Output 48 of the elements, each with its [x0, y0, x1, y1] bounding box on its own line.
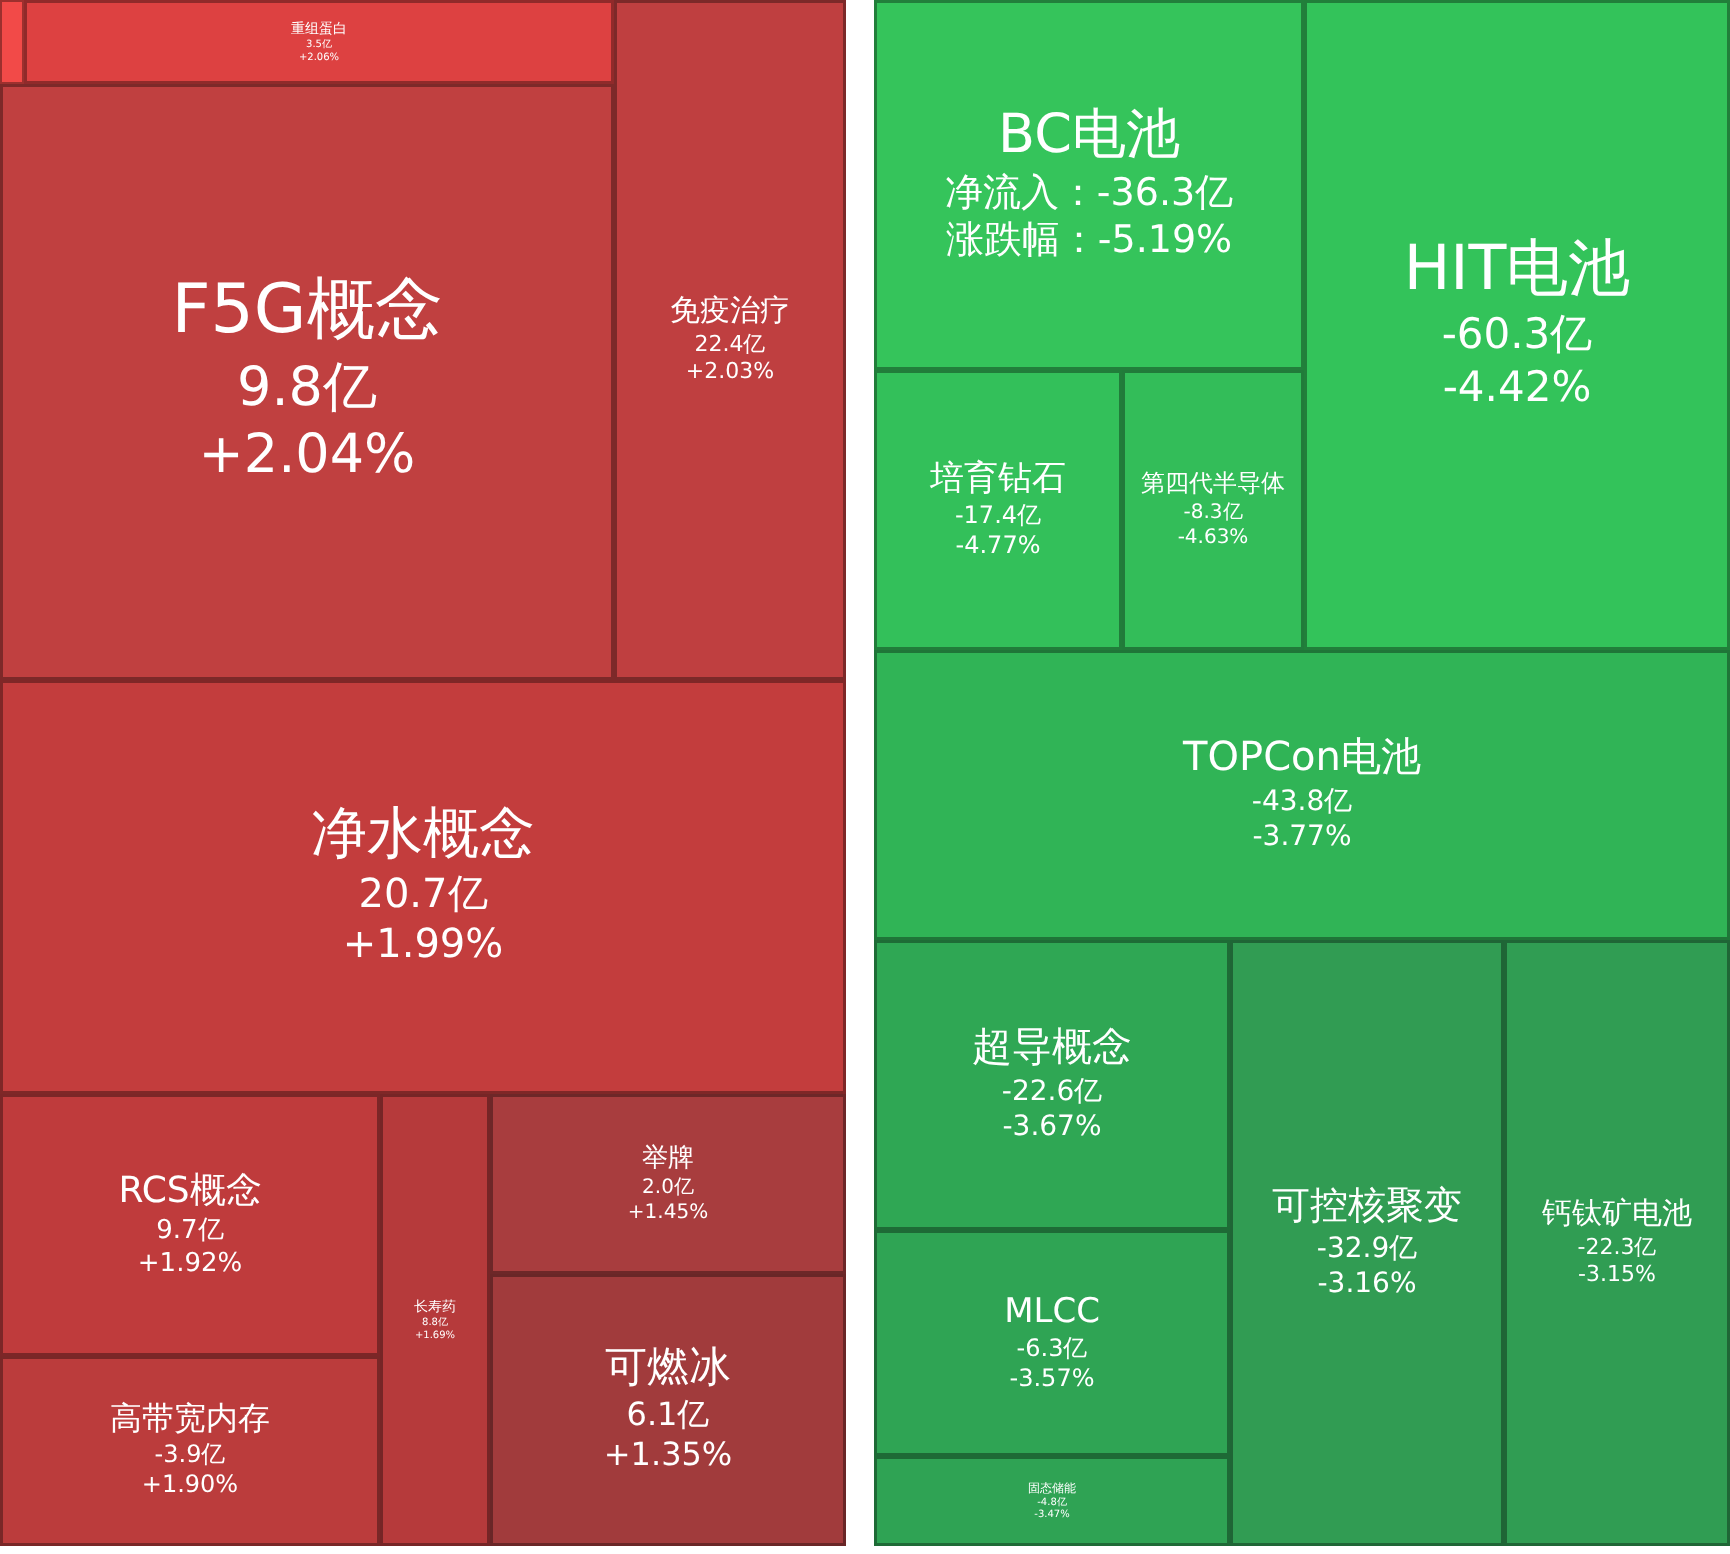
data-label: +2.03% — [685, 358, 775, 385]
data-label: 20.7亿 — [358, 869, 488, 918]
data-label: -3.16% — [1317, 1267, 1417, 1300]
data-label: -3.57% — [1009, 1363, 1095, 1392]
category-label: RCS概念 — [118, 1169, 262, 1212]
data-label: +1.92% — [137, 1248, 243, 1279]
category-label: 可燃冰 — [605, 1342, 731, 1391]
data-label: -43.8亿 — [1251, 785, 1353, 818]
category-label: MLCC — [1004, 1291, 1100, 1332]
category-label: 可控核聚变 — [1272, 1183, 1462, 1228]
data-label: -60.3亿 — [1441, 310, 1593, 359]
category-label: 培育钻石 — [928, 458, 1066, 499]
data-label: 22.4亿 — [694, 330, 766, 357]
data-label: 9.8亿 — [237, 356, 377, 419]
category-label: F5G概念 — [171, 270, 443, 351]
data-label: -17.4亿 — [954, 500, 1042, 529]
data-label: 2.0亿 — [642, 1176, 694, 1199]
category-label: HIT电池 — [1403, 232, 1631, 305]
category-label: 净水概念 — [311, 799, 535, 866]
data-label: +1.90% — [141, 1470, 239, 1499]
data-label: -4.77% — [955, 530, 1041, 559]
data-label: 9.7亿 — [156, 1216, 224, 1246]
data-label: -3.15% — [1578, 1261, 1656, 1288]
data-label: -4.63% — [1177, 526, 1249, 549]
category-label: 钙钛矿电池 — [1540, 1195, 1692, 1232]
data-label: -3.9亿 — [154, 1440, 226, 1469]
data-label: +1.45% — [627, 1201, 709, 1224]
data-label: +2.04% — [198, 424, 416, 487]
data-label: -3.77% — [1252, 820, 1352, 853]
data-label: -4.42% — [1442, 362, 1592, 411]
data-label: 6.1亿 — [626, 1394, 710, 1433]
data-label: -22.6亿 — [1001, 1075, 1103, 1108]
category-label: 第四代半导体 — [1141, 469, 1285, 498]
data-label: +1.35% — [603, 1434, 733, 1473]
category-label: 免疫治疗 — [670, 292, 790, 329]
data-label: 涨跌幅：-5.19% — [945, 218, 1233, 263]
category-label: TOPCon电池 — [1181, 732, 1421, 781]
category-label: 举牌 — [642, 1143, 694, 1174]
data-label: -32.9亿 — [1316, 1232, 1418, 1265]
data-label: -8.3亿 — [1183, 501, 1243, 524]
data-label: -3.67% — [1002, 1110, 1102, 1143]
category-label: 高带宽内存 — [110, 1399, 270, 1438]
data-label: -22.3亿 — [1577, 1233, 1657, 1260]
data-label: -6.3亿 — [1016, 1333, 1088, 1362]
data-label: +1.99% — [342, 919, 504, 968]
category-label: BC电池 — [998, 103, 1180, 166]
category-label: 超导概念 — [972, 1022, 1132, 1071]
data-label: 净流入：-36.3亿 — [944, 170, 1234, 215]
